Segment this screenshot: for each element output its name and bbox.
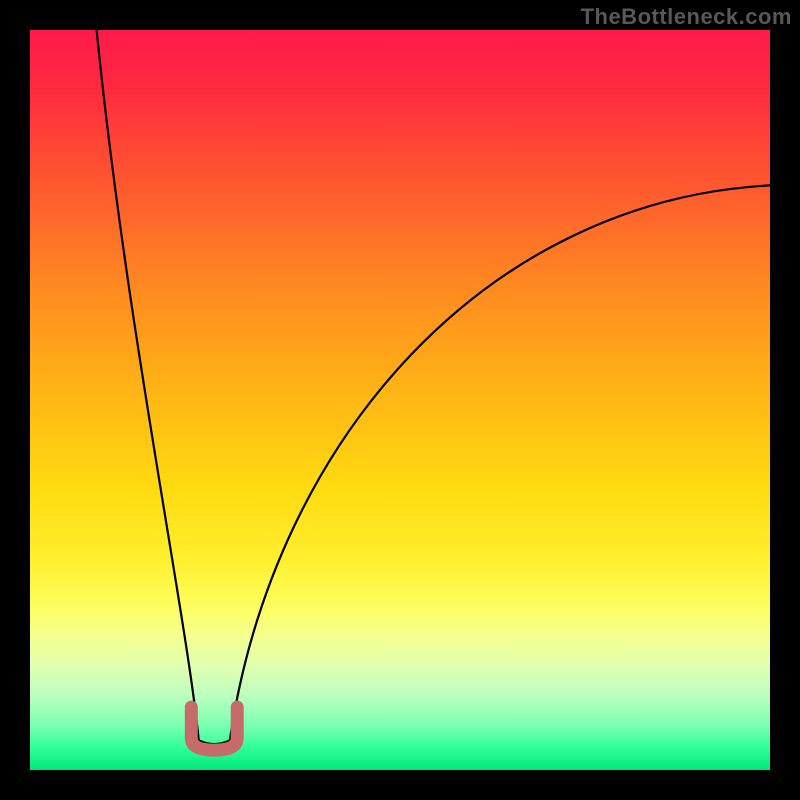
plot-svg (30, 30, 770, 770)
plot-area (30, 30, 770, 770)
watermark-text: TheBottleneck.com (581, 4, 792, 29)
watermark: TheBottleneck.com (581, 4, 792, 30)
